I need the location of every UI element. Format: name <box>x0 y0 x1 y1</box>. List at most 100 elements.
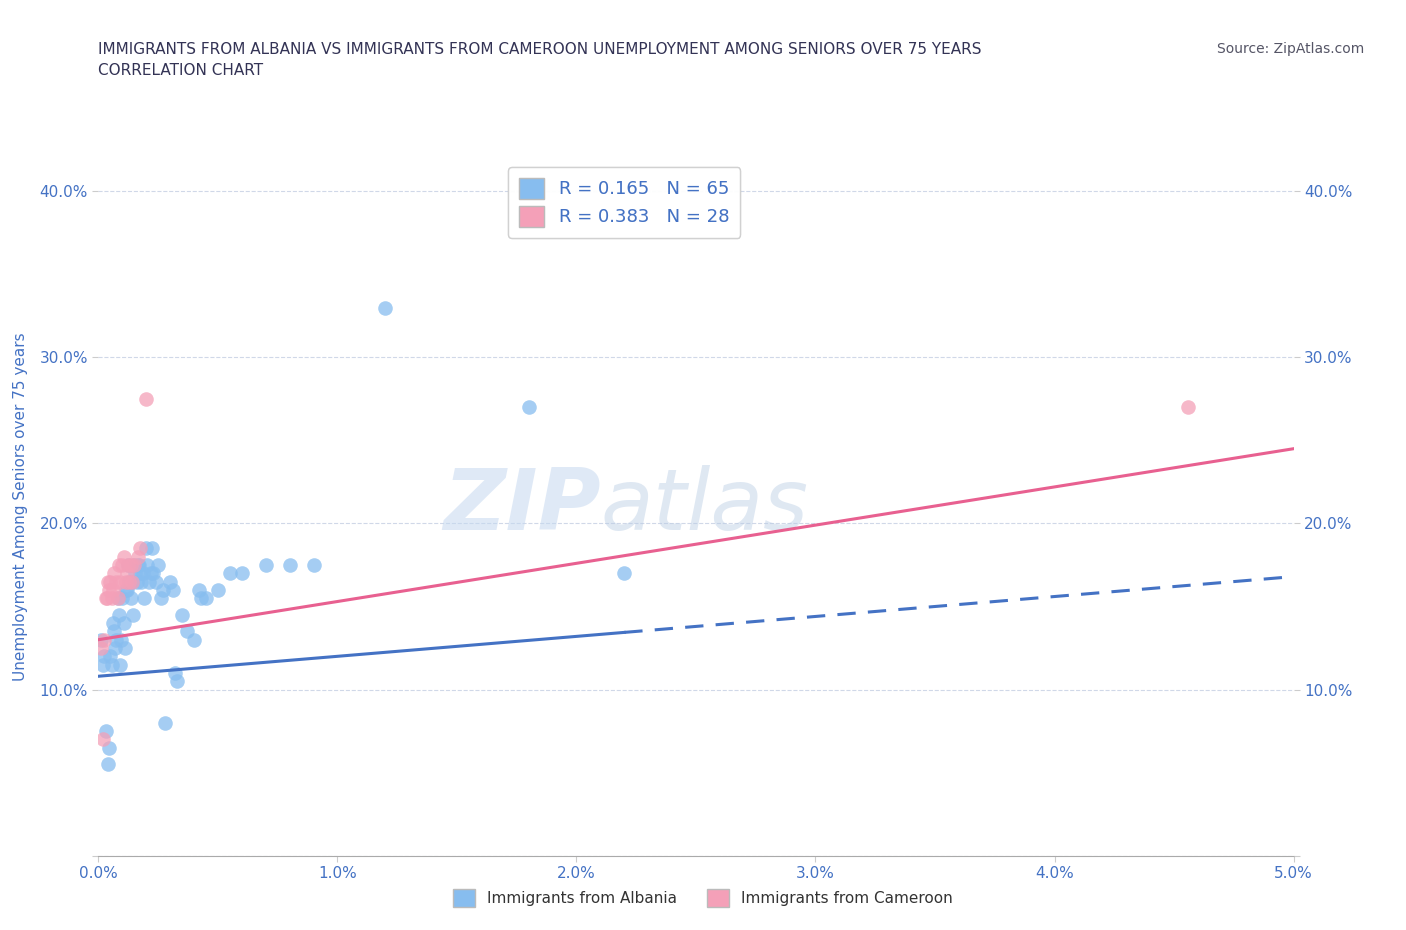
Point <box>122 607 145 622</box>
Point <box>107 591 129 605</box>
Text: Source: ZipAtlas.com: Source: ZipAtlas.com <box>1216 42 1364 56</box>
Point <box>117 558 139 573</box>
Point <box>100 574 122 589</box>
Point <box>142 565 165 580</box>
Point <box>187 582 209 597</box>
Point <box>145 574 167 589</box>
Text: ZIP: ZIP <box>443 465 600 549</box>
Point <box>121 574 143 589</box>
Point <box>120 591 142 605</box>
Point <box>278 558 301 573</box>
Point <box>107 607 129 622</box>
Point <box>96 591 118 605</box>
Point <box>112 616 135 631</box>
Legend: R = 0.165   N = 65, R = 0.383   N = 28: R = 0.165 N = 65, R = 0.383 N = 28 <box>509 167 740 238</box>
Point <box>127 550 149 565</box>
Point <box>141 541 163 556</box>
Point <box>115 582 138 597</box>
Point <box>97 574 120 589</box>
Point <box>207 582 229 597</box>
Point <box>101 616 124 631</box>
Point <box>302 558 325 573</box>
Point <box>117 558 139 573</box>
Point <box>115 565 138 580</box>
Point <box>149 591 172 605</box>
Point <box>254 558 277 573</box>
Point <box>118 574 141 589</box>
Point <box>183 632 205 647</box>
Point <box>135 541 157 556</box>
Point <box>115 582 138 597</box>
Point <box>190 591 212 605</box>
Point <box>136 558 159 573</box>
Point <box>115 574 138 589</box>
Point <box>93 632 115 647</box>
Point <box>121 574 143 589</box>
Point <box>90 641 112 656</box>
Point <box>112 550 135 565</box>
Point <box>517 400 540 415</box>
Point <box>374 300 396 315</box>
Text: CORRELATION CHART: CORRELATION CHART <box>98 63 263 78</box>
Point <box>105 574 128 589</box>
Point <box>100 658 122 672</box>
Point <box>128 558 150 573</box>
Point <box>111 591 134 605</box>
Point <box>148 558 170 573</box>
Point <box>166 673 188 688</box>
Point <box>108 658 131 672</box>
Point <box>98 582 121 597</box>
Point <box>105 632 128 647</box>
Point <box>131 565 153 580</box>
Point <box>93 649 115 664</box>
Point <box>103 624 125 639</box>
Point <box>127 558 149 573</box>
Point <box>97 757 120 772</box>
Point <box>101 582 124 597</box>
Point <box>124 558 146 573</box>
Y-axis label: Unemployment Among Seniors over 75 years: Unemployment Among Seniors over 75 years <box>14 333 28 681</box>
Point <box>129 541 152 556</box>
Point <box>107 558 129 573</box>
Point <box>103 565 125 580</box>
Point <box>120 558 142 573</box>
Point <box>100 649 122 664</box>
Point <box>152 582 174 597</box>
Point <box>118 574 141 589</box>
Point <box>129 565 152 580</box>
Point <box>613 565 636 580</box>
Point <box>162 582 184 597</box>
Point <box>125 574 148 589</box>
Point <box>108 574 131 589</box>
Point <box>195 591 218 605</box>
Point <box>94 724 117 738</box>
Point <box>111 558 134 573</box>
Point <box>159 574 181 589</box>
Point <box>138 574 160 589</box>
Point <box>219 565 242 580</box>
Point <box>107 591 129 605</box>
Text: IMMIGRANTS FROM ALBANIA VS IMMIGRANTS FROM CAMEROON UNEMPLOYMENT AMONG SENIORS O: IMMIGRANTS FROM ALBANIA VS IMMIGRANTS FR… <box>98 42 981 57</box>
Point <box>91 732 114 747</box>
Text: atlas: atlas <box>600 465 808 549</box>
Point <box>163 666 186 681</box>
Point <box>139 565 162 580</box>
Point <box>172 607 194 622</box>
Point <box>110 632 132 647</box>
Point <box>131 574 153 589</box>
Point <box>124 565 146 580</box>
Point <box>124 558 146 573</box>
Point <box>114 641 136 656</box>
Point <box>100 591 122 605</box>
Legend: Immigrants from Albania, Immigrants from Cameroon: Immigrants from Albania, Immigrants from… <box>447 884 959 913</box>
Point <box>176 624 198 639</box>
Point <box>231 565 253 580</box>
Point <box>104 641 127 656</box>
Point <box>135 392 157 406</box>
Point <box>91 658 114 672</box>
Point <box>155 715 177 730</box>
Point <box>1177 400 1199 415</box>
Point <box>132 591 155 605</box>
Point <box>94 591 117 605</box>
Point <box>90 632 112 647</box>
